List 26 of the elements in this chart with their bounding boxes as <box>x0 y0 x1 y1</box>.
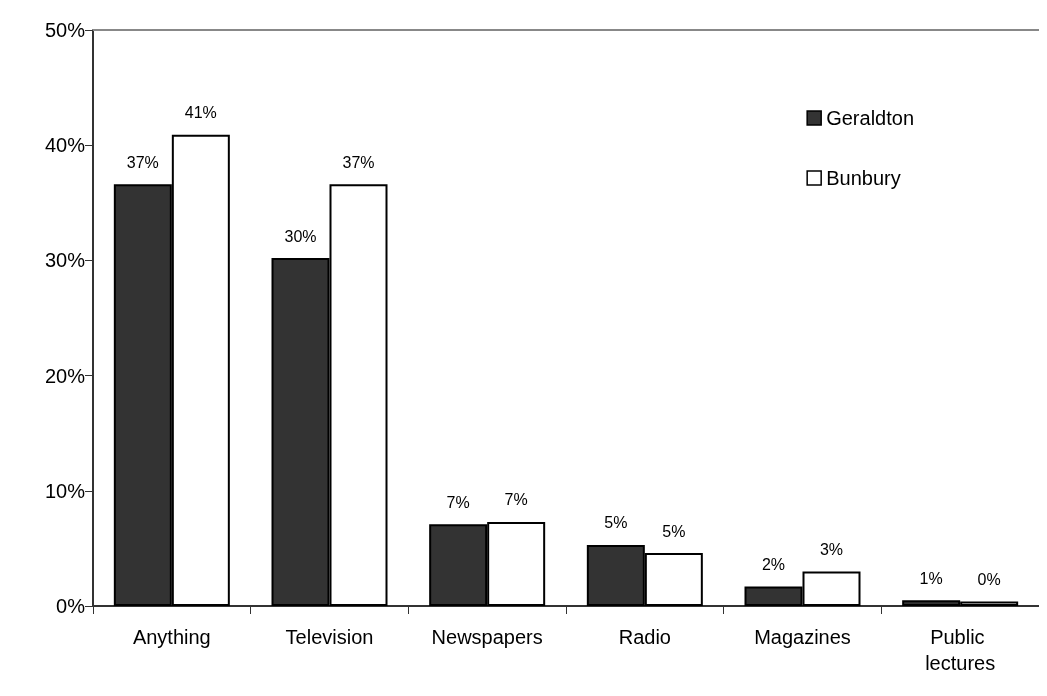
x-tick-label: Public lectures <box>925 626 996 674</box>
x-tick-label: Magazines <box>754 626 851 648</box>
y-tick-label: 40% <box>44 134 86 157</box>
data-label: 2% <box>761 555 786 573</box>
data-label: 1% <box>919 569 943 587</box>
legend-label: Geraldton <box>826 107 915 129</box>
data-label: 37% <box>342 153 375 171</box>
y-tick-label: 0% <box>56 595 86 617</box>
data-label: 37% <box>126 153 159 171</box>
y-tick-label: 30% <box>44 249 86 272</box>
data-label: 5% <box>662 522 686 540</box>
data-label: 7% <box>446 493 470 511</box>
data-label: 5% <box>604 514 628 532</box>
data-label: 3% <box>819 540 844 558</box>
data-label: 7% <box>504 491 528 509</box>
x-tick-label: Television <box>285 626 374 648</box>
y-tick-label: 50% <box>44 19 86 41</box>
x-tick-label: Anything <box>132 626 211 648</box>
data-label: 0% <box>977 570 1001 588</box>
x-tick-label: Radio <box>618 626 671 648</box>
x-tick-label: Newspapers <box>431 626 543 648</box>
data-label: 41% <box>184 104 217 122</box>
y-tick-label: 20% <box>44 364 86 387</box>
y-tick-label: 10% <box>44 479 86 502</box>
data-label: 30% <box>284 227 317 245</box>
legend-label: Bunbury <box>826 167 901 189</box>
